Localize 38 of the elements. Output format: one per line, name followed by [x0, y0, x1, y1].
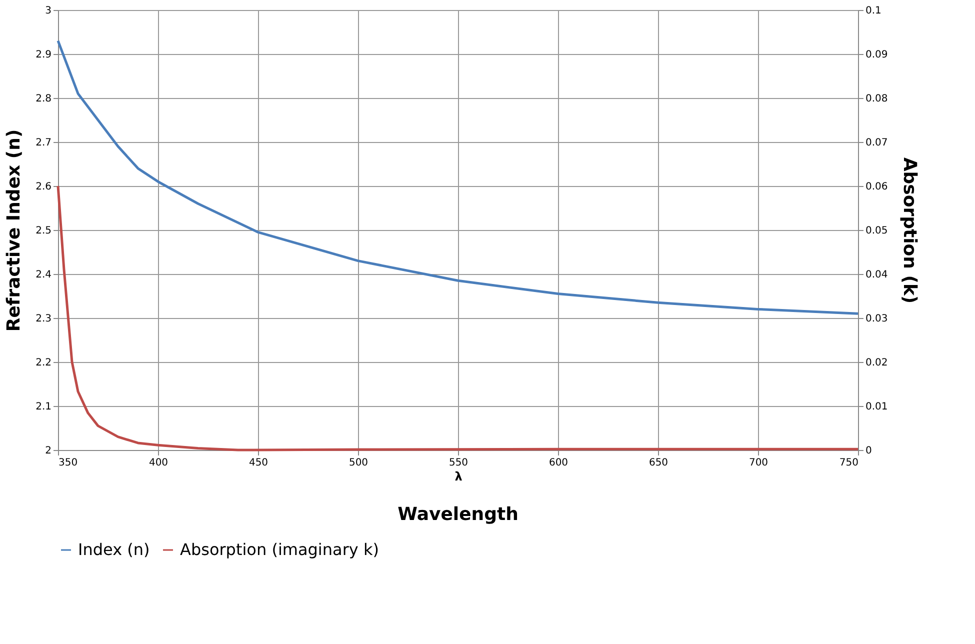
y-tick-label: 2.3: [36, 314, 52, 324]
x-tick-label: 750: [839, 458, 858, 468]
y2-tick-label: 0.1: [866, 6, 882, 16]
x-axis-title: λ: [454, 470, 463, 484]
text: Wavelength: [398, 504, 518, 525]
y2-tick-label: 0.06: [866, 182, 888, 192]
y2-tick-label: 0.08: [866, 94, 888, 104]
y2-tick-label: 0.05: [866, 226, 888, 236]
y-axis-title: Refractive Index (n): [4, 129, 25, 332]
y-tick-label: 2.6: [36, 182, 52, 192]
legend-label: Absorption (imaginary k): [180, 540, 379, 559]
x-tick-label: 550: [448, 458, 468, 468]
y2-tick-label: 0.09: [866, 50, 888, 60]
x-tick-label: 450: [248, 458, 268, 468]
y-tick-label: 2.8: [36, 94, 52, 104]
y-tick-label: 2.2: [36, 358, 52, 368]
x-tick-label: 500: [348, 458, 368, 468]
y-tick-label: 2: [45, 446, 52, 456]
x-tick-label: 650: [648, 458, 668, 468]
y-tick-label: 2.9: [36, 50, 52, 60]
y-tick-label: 2.7: [36, 138, 52, 148]
y2-tick-label: 0: [866, 446, 872, 456]
line-series: [56, 40, 860, 315]
y-tick-label: 2.1: [36, 402, 52, 412]
x-tick-label: 400: [148, 458, 168, 468]
x-tick-label: 700: [748, 458, 768, 468]
y2-tick-label: 0.01: [866, 402, 888, 412]
y-tick-label: 2.5: [36, 226, 52, 236]
y-tick-label: 3: [45, 6, 52, 16]
y2-tick-label: 0.07: [866, 138, 888, 148]
legend-label: Index (n): [78, 540, 150, 559]
y2-tick-label: 0.03: [866, 314, 888, 324]
y-tick-label: 2.4: [36, 270, 52, 280]
x-tick-label: 600: [548, 458, 568, 468]
x-tick-label: 350: [58, 458, 78, 468]
y2-tick-label: 0.02: [866, 358, 888, 368]
y2-tick-label: 0.04: [866, 270, 888, 280]
y2-axis-title: Absorption (k): [898, 157, 920, 304]
